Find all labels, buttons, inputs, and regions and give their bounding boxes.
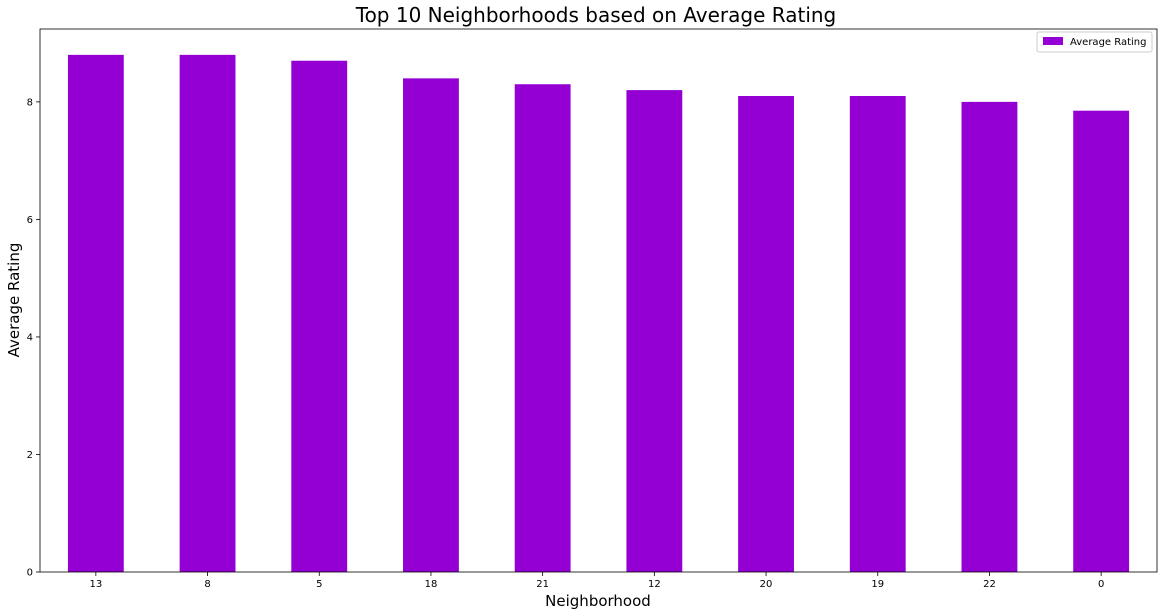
y-axis: 0 2 4 6 8 — [27, 97, 40, 579]
legend: Average Rating — [1036, 31, 1153, 53]
y-tick-label: 4 — [27, 332, 33, 343]
legend-box — [1036, 31, 1153, 53]
y-tick-label: 2 — [27, 450, 33, 461]
x-tick-label: 13 — [89, 579, 102, 590]
x-tick-label: 8 — [204, 579, 210, 590]
bar-18 — [403, 78, 459, 573]
bar-0 — [1073, 110, 1130, 572]
x-tick-label: 0 — [1098, 579, 1104, 590]
y-tick-label: 8 — [27, 97, 33, 108]
x-tick-label: 22 — [983, 579, 996, 590]
x-tick-label: 21 — [536, 579, 549, 590]
bar-13 — [67, 54, 124, 573]
legend-label: Average Rating — [1070, 37, 1146, 48]
bar-8 — [179, 54, 236, 573]
x-axis: 13 8 5 18 21 12 20 19 22 0 — [89, 572, 1104, 590]
x-tick-label: 19 — [871, 579, 884, 590]
y-axis-label: Average Rating — [5, 243, 23, 358]
y-tick-label: 0 — [27, 568, 33, 579]
x-tick-label: 18 — [425, 579, 438, 590]
bars-layer — [67, 54, 1130, 573]
chart-title: Top 10 Neighborhoods based on Average Ra… — [355, 3, 837, 27]
bar-20 — [738, 95, 794, 573]
x-tick-label: 20 — [760, 579, 773, 590]
bar-22 — [961, 101, 1018, 573]
x-tick-label: 12 — [648, 579, 661, 590]
bar-12 — [626, 90, 683, 573]
x-tick-label: 5 — [316, 579, 322, 590]
bar-21 — [514, 84, 571, 573]
bar-19 — [849, 95, 906, 573]
x-axis-label: Neighborhood — [545, 592, 651, 610]
plot-frame — [39, 28, 1158, 573]
bar-5 — [291, 60, 348, 572]
legend-swatch — [1043, 37, 1063, 45]
y-tick-label: 6 — [27, 215, 33, 226]
